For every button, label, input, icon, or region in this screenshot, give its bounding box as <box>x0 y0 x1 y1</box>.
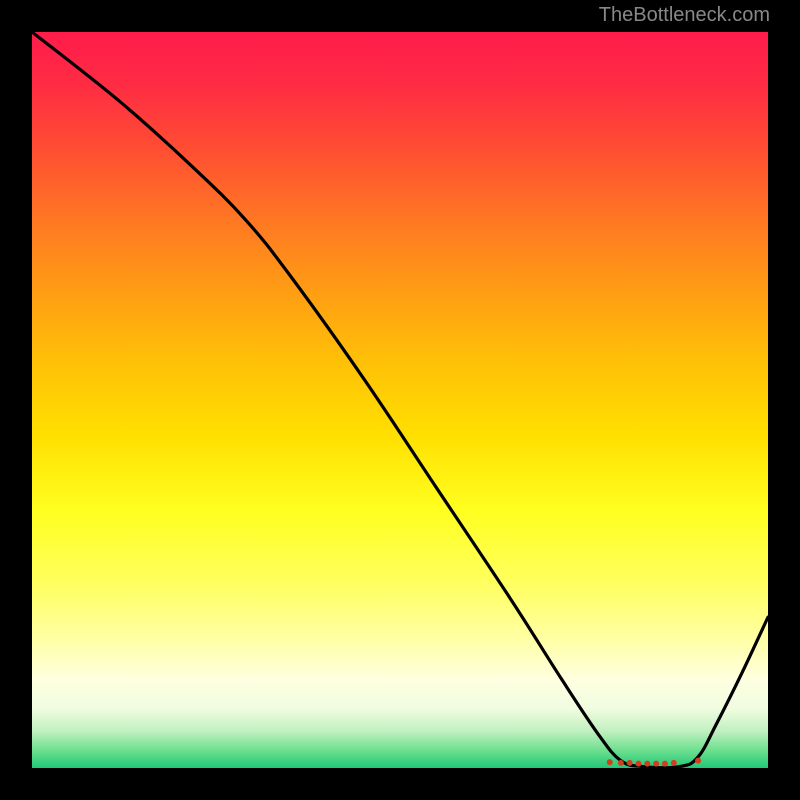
chart-marker <box>644 761 650 767</box>
chart-marker <box>662 761 668 767</box>
chart-svg <box>32 32 768 768</box>
chart-plot-area <box>32 32 768 768</box>
chart-marker <box>671 760 677 766</box>
gradient-background <box>32 32 768 768</box>
chart-marker <box>618 760 624 766</box>
chart-marker <box>627 760 633 766</box>
attribution-text: TheBottleneck.com <box>599 4 770 27</box>
chart-marker <box>653 761 659 767</box>
chart-marker <box>695 758 701 764</box>
chart-marker <box>635 761 641 767</box>
chart-marker <box>607 759 613 765</box>
